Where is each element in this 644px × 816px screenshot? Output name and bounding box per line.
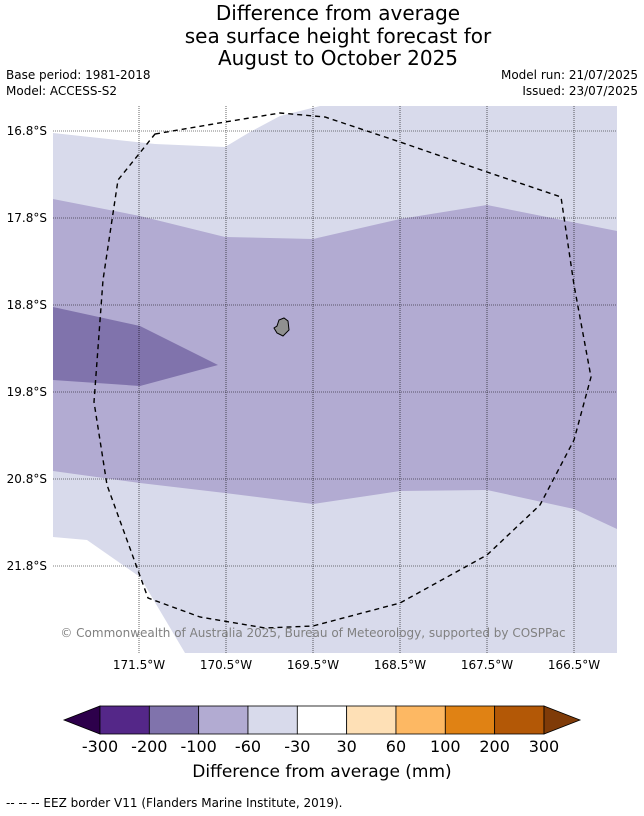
copyright-note: © Commonwealth of Australia 2025, Bureau… [60, 626, 565, 640]
map-plot-area [53, 106, 617, 653]
island-land [273, 317, 290, 337]
colorbar-swatch [395, 705, 446, 735]
longitude-label: 170.5°W [200, 658, 252, 672]
map-title: Difference from average sea surface heig… [0, 2, 644, 70]
title-line-1: Difference from average [215, 1, 461, 25]
latitude-label: 21.8°S [7, 559, 47, 573]
colorbar-tick-label: -300 [81, 737, 119, 756]
colorbar-tick-label: 60 [385, 737, 407, 756]
longitude-label: 167.5°W [461, 658, 513, 672]
latitude-label: 20.8°S [7, 472, 47, 486]
colorbar-tick-label: 100 [430, 737, 461, 756]
latitude-label: 16.8°S [7, 124, 47, 138]
colorbar-tick-label: 30 [336, 737, 357, 756]
colorbar-tick-label: -30 [284, 737, 311, 756]
colorbar-boxes [99, 705, 545, 735]
longitude-label: 166.5°W [548, 658, 600, 672]
eez-border [93, 112, 592, 629]
colorbar-under-triangle [62, 705, 101, 735]
meta-left: Base period: 1981-2018 Model: ACCESS-S2 [6, 67, 151, 99]
colorbar-swatch [247, 705, 298, 735]
colorbar-title: Difference from average (mm) [192, 762, 452, 782]
latitude-labels: 16.8°S 17.8°S 18.8°S 19.8°S 20.8°S 21.8°S [7, 124, 47, 573]
colorbar-tick-label: -60 [234, 737, 262, 756]
longitude-label: 171.5°W [113, 658, 165, 672]
eez-legend: -- -- -- EEZ border V11 (Flanders Marine… [6, 796, 343, 810]
colorbar-tick-label: -200 [131, 737, 168, 756]
colorbar-swatch [444, 705, 496, 735]
latitude-label: 19.8°S [7, 385, 47, 399]
colorbar-swatch [296, 705, 348, 735]
colorbar [62, 705, 582, 735]
title-line-2: sea surface height forecast for [184, 23, 492, 48]
colorbar-swatch [148, 705, 200, 735]
anomaly-band-dark [53, 307, 218, 386]
graticule [53, 106, 617, 653]
base-period: Base period: 1981-2018 [6, 68, 151, 82]
longitude-label: 168.5°W [374, 658, 426, 672]
colorbar-tick-label: -100 [180, 737, 217, 756]
longitude-labels: 171.5°W 170.5°W 169.5°W 168.5°W 167.5°W 166.5… [113, 658, 600, 672]
anomaly-band-neutral-top [53, 106, 320, 147]
anomaly-band-medium [53, 199, 617, 529]
colorbar-swatch [99, 705, 150, 735]
model-name: Model: ACCESS-S2 [6, 84, 118, 98]
meta-right: Model run: 21/07/2025 Issued: 23/07/2025 [501, 67, 638, 99]
colorbar-tick-label: 300 [528, 737, 560, 756]
colorbar-tick-label: 200 [479, 737, 510, 756]
latitude-label: 18.8°S [7, 298, 47, 312]
issued-date: Issued: 23/07/2025 [522, 84, 638, 98]
colorbar-swatch [198, 705, 249, 735]
colorbar-over-triangle [543, 705, 582, 735]
colorbar-swatch [346, 705, 397, 735]
longitude-label: 169.5°W [287, 658, 339, 672]
colorbar-swatch [494, 705, 545, 735]
model-run: Model run: 21/07/2025 [500, 68, 638, 82]
title-line-3: August to October 2025 [217, 46, 459, 70]
latitude-label: 17.8°S [7, 211, 47, 225]
